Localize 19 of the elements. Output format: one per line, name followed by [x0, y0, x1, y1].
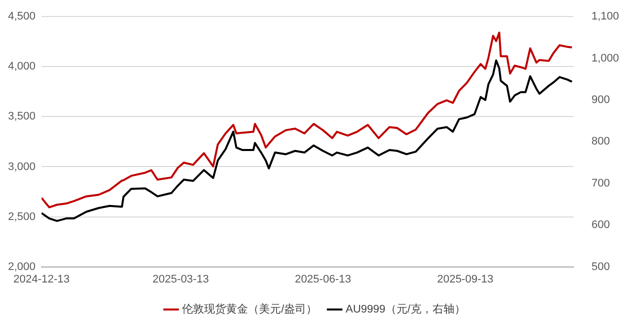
legend-label: AU9999（元/克，右轴）: [346, 302, 466, 316]
y2-tick-label: 1,000: [591, 52, 620, 64]
y-tick-label: 4,500: [8, 10, 36, 23]
y-tick-label: 4,000: [8, 60, 36, 73]
legend-label: 伦敦现货黄金（美元/盎司）: [182, 302, 318, 316]
y2-tick-label: 900: [591, 94, 610, 106]
y-tick-label: 2,500: [8, 210, 36, 223]
x-tick-label: 2025-09-13: [437, 273, 494, 286]
y2-tick-label: 500: [591, 260, 610, 273]
y2-tick-label: 1,100: [591, 10, 620, 23]
x-tick-label: 2024-12-13: [13, 273, 70, 286]
y-tick-label: 3,000: [8, 160, 36, 173]
x-tick-label: 2025-06-13: [294, 273, 352, 286]
y-tick-label: 2,000: [8, 260, 36, 273]
y2-tick-label: 600: [591, 219, 610, 232]
y-tick-label: 3,500: [8, 110, 36, 123]
x-tick-label: 2025-03-13: [152, 273, 209, 286]
y2-tick-label: 700: [591, 177, 610, 190]
y2-tick-label: 800: [591, 136, 610, 148]
